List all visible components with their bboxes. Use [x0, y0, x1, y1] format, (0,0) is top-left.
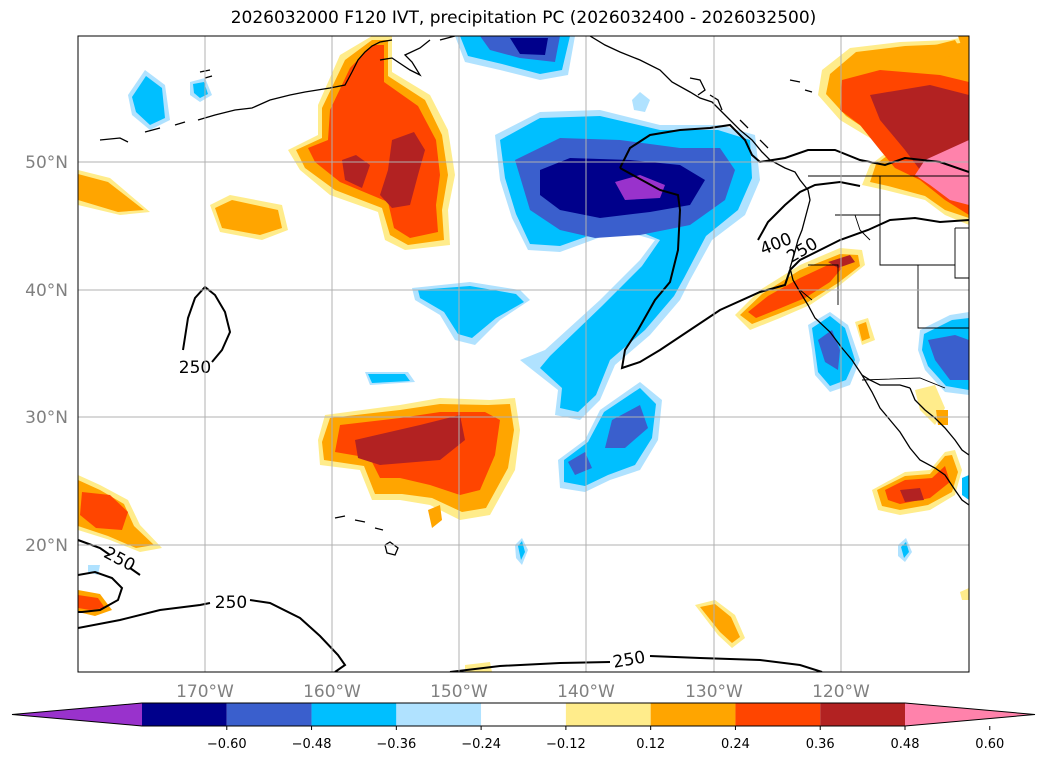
- negative-anomaly-southwest-us: [808, 312, 969, 500]
- colorbar-swatch: [820, 703, 905, 726]
- positive-anomaly-nw: [288, 36, 455, 250]
- map-title: 2026032000 F120 IVT, precipitation PC (2…: [230, 8, 817, 28]
- colorbar-extend-low: [12, 703, 142, 726]
- contour-label-3: 250: [215, 593, 247, 613]
- borders: [799, 175, 969, 389]
- negative-anomaly-mid: [412, 282, 530, 345]
- negative-anomaly-top: [455, 36, 575, 80]
- positive-anomaly-small-2: [855, 318, 948, 425]
- colorbar-tick-label: −0.12: [546, 737, 586, 752]
- map-frame: [77, 35, 970, 673]
- negative-anomaly-strip: [365, 372, 415, 385]
- lon-label-150w: 150°W: [430, 682, 488, 702]
- positive-anomaly-california: [735, 248, 865, 330]
- lat-label-40n: 40°N: [25, 281, 68, 301]
- positive-anomaly-baja: [872, 450, 962, 515]
- colorbar-tick-label: 0.60: [975, 737, 1004, 752]
- lon-label-120w: 120°W: [812, 682, 870, 702]
- contour-label-1: 250: [179, 358, 211, 378]
- lon-label-130w: 130°W: [685, 682, 743, 702]
- lon-label-160w: 160°W: [303, 682, 361, 702]
- negative-anomaly-lower: [558, 382, 662, 492]
- lon-label-140w: 140°W: [557, 682, 615, 702]
- lat-label-30n: 30°N: [25, 408, 68, 428]
- colorbar-swatch: [142, 703, 227, 726]
- negative-anomaly-nw-small: [128, 70, 650, 130]
- colorbar-tick-label: −0.36: [376, 737, 416, 752]
- positive-anomaly-ne: [818, 36, 969, 225]
- positive-anomaly-west-edge: [78, 170, 150, 215]
- colorbar: −0.60 −0.48 −0.36 −0.24 −0.12 0.12 0.24 0.36 0.4…: [11, 702, 1036, 752]
- positive-anomaly-central-south: [318, 398, 520, 528]
- map-contents: 250 250 250 250 400 250: [78, 36, 969, 672]
- colorbar-tick-label: 0.12: [636, 737, 665, 752]
- positive-anomaly-small-1: [210, 195, 288, 240]
- colorbar-swatch: [650, 703, 736, 726]
- gridlines: [78, 36, 969, 672]
- colorbar-swatch: [396, 703, 482, 726]
- positive-anomaly-sw: [78, 475, 162, 616]
- colorbar-extend-high: [905, 703, 1035, 726]
- coastlines: [99, 36, 969, 556]
- colorbar-tick-label: −0.24: [461, 737, 501, 752]
- ivt-contours: [78, 123, 969, 672]
- colorbar-swatch: [735, 703, 821, 726]
- colorbar-tick-label: 0.24: [721, 737, 750, 752]
- colorbar-tick-label: 0.48: [891, 737, 920, 752]
- colorbar-swatch: [311, 703, 397, 726]
- colorbar-swatch: [481, 703, 566, 726]
- colorbar-swatch: [226, 703, 312, 726]
- colorbar-tick-label: −0.60: [207, 737, 247, 752]
- colorbar-tick-label: −0.48: [292, 737, 332, 752]
- colorbar-tick-label: 0.36: [806, 737, 835, 752]
- colorbar-swatch: [565, 703, 651, 726]
- lon-label-170w: 170°W: [176, 682, 234, 702]
- contour-label-4: 250: [611, 647, 646, 672]
- colorbar-outline: [11, 702, 1036, 727]
- lat-label-20n: 20°N: [25, 536, 68, 556]
- lat-label-50n: 50°N: [25, 153, 68, 173]
